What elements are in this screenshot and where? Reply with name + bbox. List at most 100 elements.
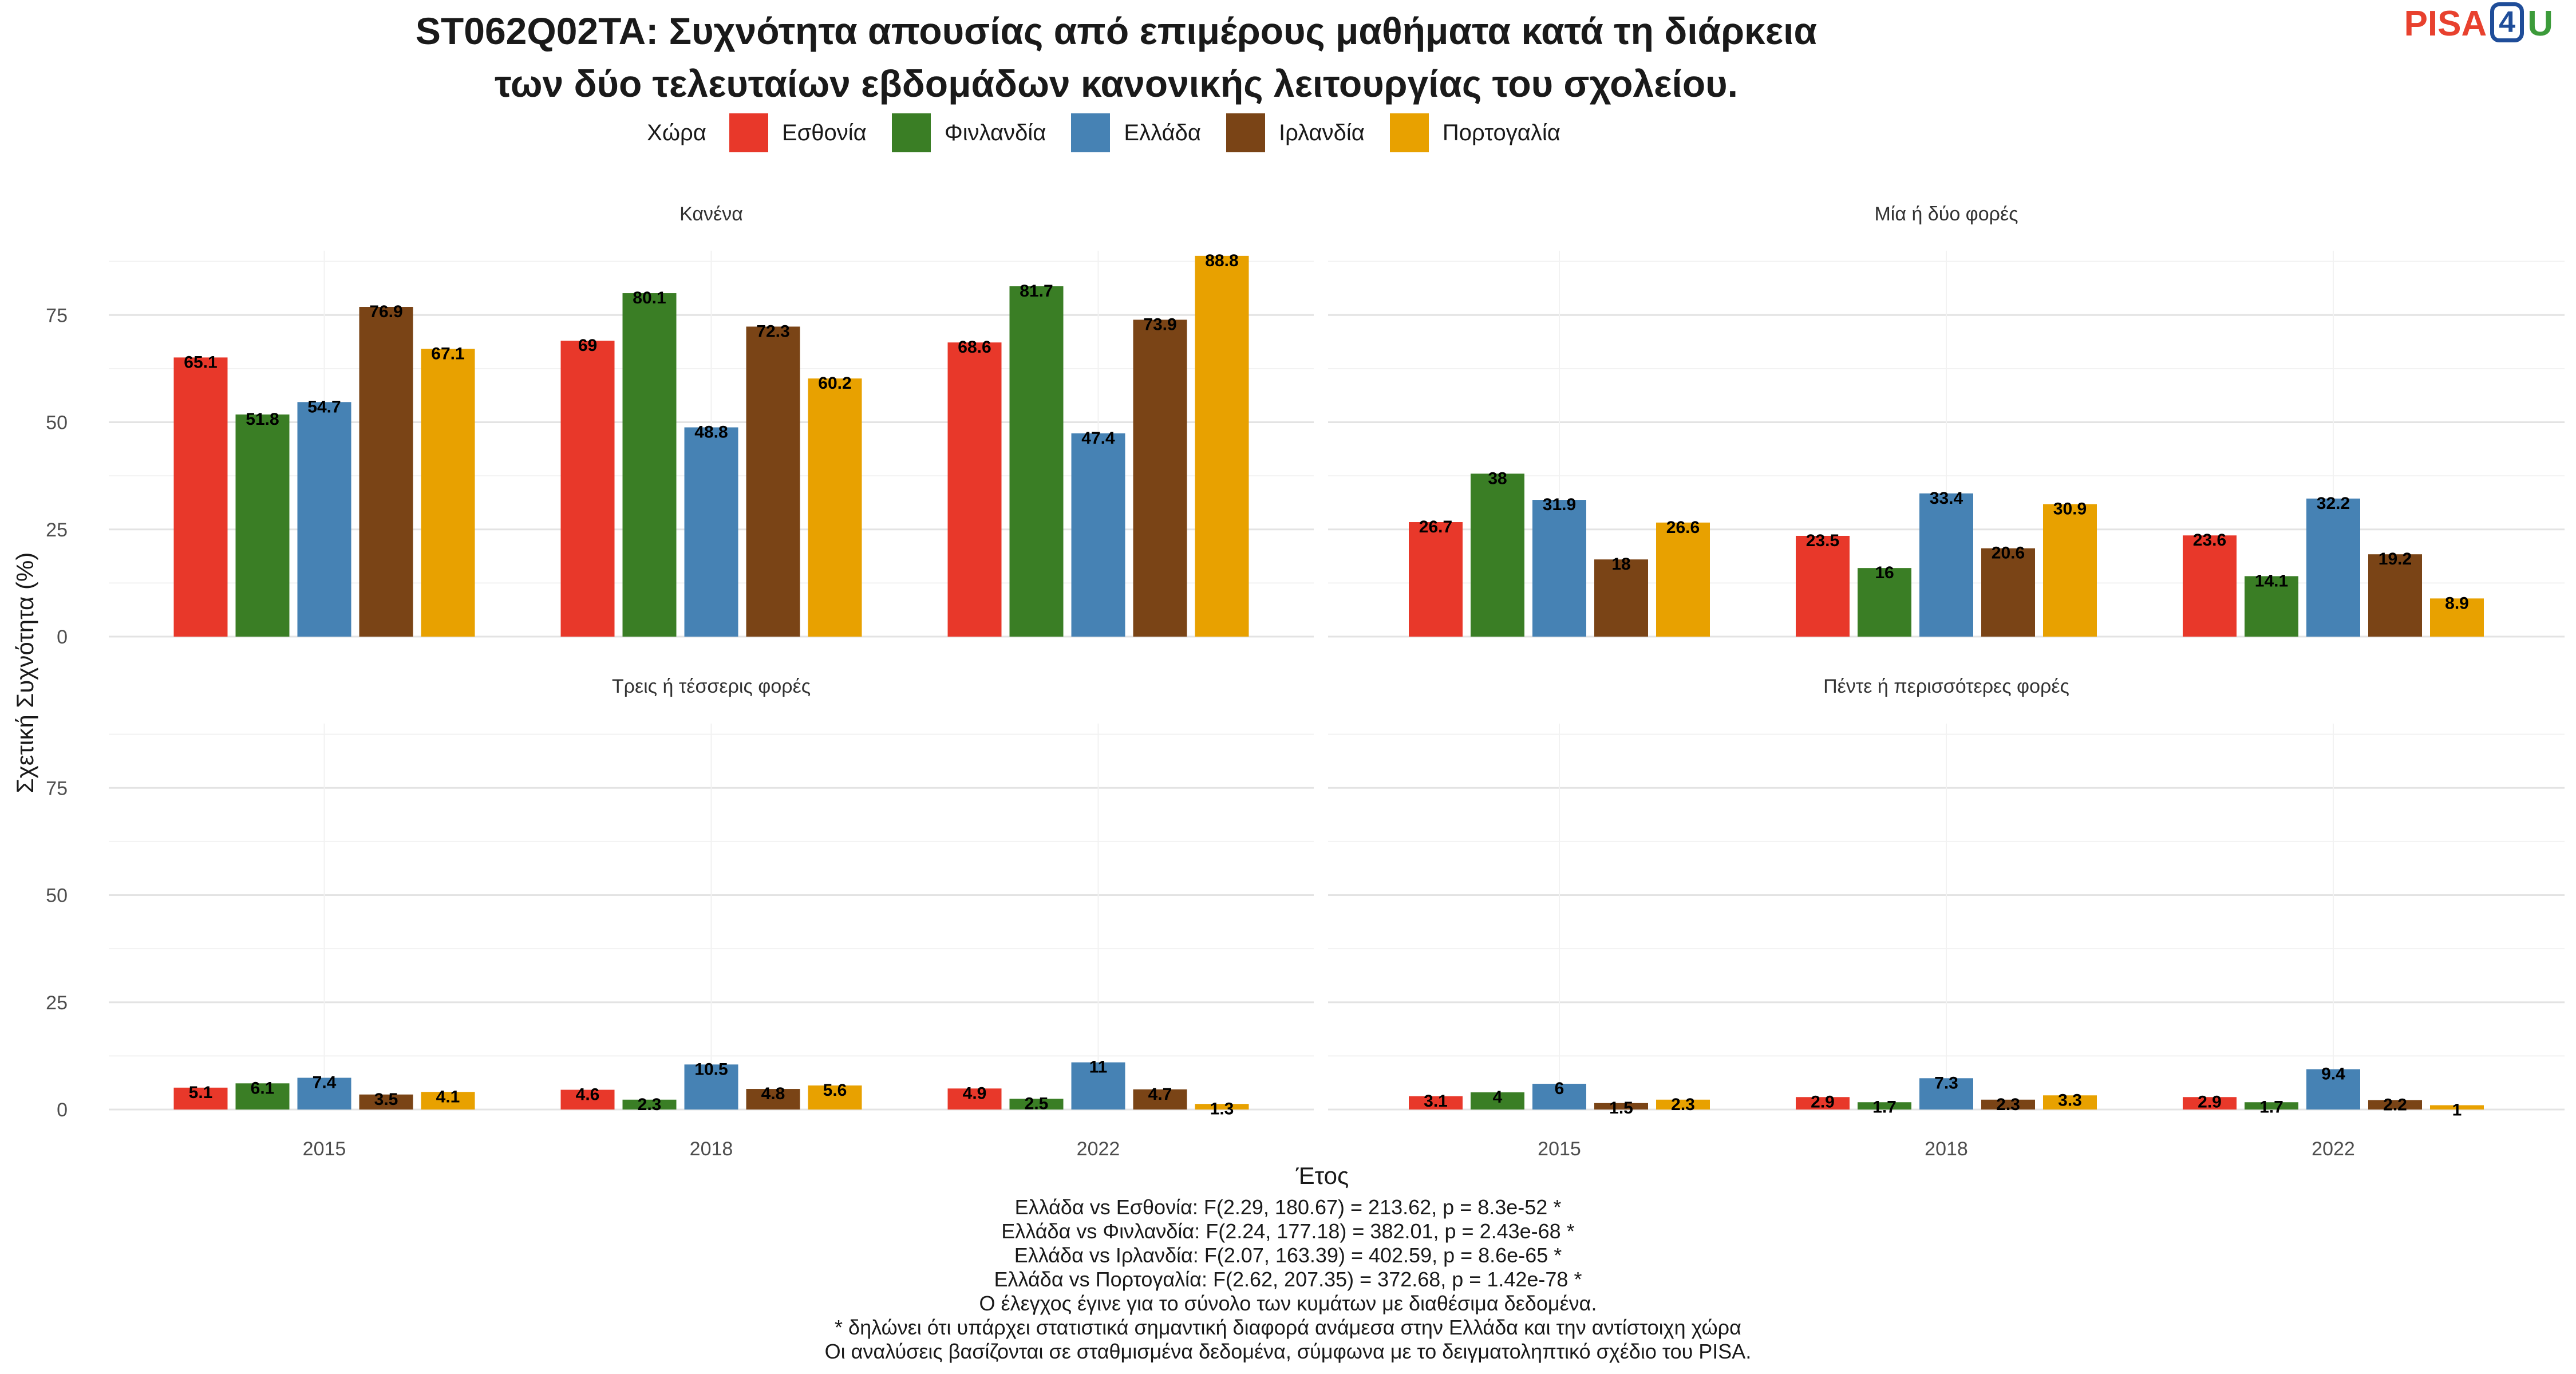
data-label: 5.1: [189, 1083, 213, 1102]
data-label: 4: [1493, 1088, 1503, 1107]
data-label: 2.3: [1996, 1095, 2020, 1114]
bar: [2245, 576, 2298, 637]
bar: [808, 378, 862, 637]
data-label: 4.6: [576, 1085, 600, 1104]
data-label: 3.3: [2058, 1091, 2082, 1110]
legend-label: Εσθονία: [781, 120, 867, 145]
bar: [622, 293, 677, 637]
data-label: 68.6: [958, 338, 991, 357]
bar: [1133, 319, 1187, 637]
data-label: 26.7: [1419, 518, 1452, 536]
chart-title-line-2: των δύο τελευταίων εβδομάδων κανονικής λ…: [495, 62, 1738, 105]
facet-title: Τρεις ή τέσσερις φορές: [612, 676, 811, 697]
data-label: 8.9: [2445, 594, 2469, 613]
bar: [173, 357, 228, 637]
data-label: 2.9: [1811, 1092, 1835, 1111]
data-label: 1.7: [2259, 1097, 2283, 1116]
data-label: 6.1: [251, 1079, 275, 1097]
bar: [1594, 1103, 1648, 1110]
bar: [560, 1089, 615, 1110]
legend-swatch: [1389, 113, 1429, 152]
legend-label: Πορτογαλία: [1442, 120, 1560, 145]
data-label: 6: [1555, 1079, 1564, 1098]
legend-item: Πορτογαλία: [1389, 113, 1560, 152]
x-axis-title: Έτος: [1295, 1162, 1349, 1189]
y-tick-label: 50: [46, 885, 68, 907]
bar: [2430, 598, 2484, 637]
legend-swatch: [1226, 113, 1266, 152]
footnote-line: * δηλώνει ότι υπάρχει στατιστικά σημαντι…: [835, 1316, 1741, 1339]
facet-title: Μία ή δύο φορές: [1874, 203, 2018, 225]
footnotes: Ελλάδα vs Εσθονία: F(2.29, 180.67) = 213…: [0, 1195, 2576, 1364]
bar: [1919, 493, 1973, 637]
data-label: 60.2: [818, 374, 851, 393]
data-label: 3.1: [1424, 1092, 1448, 1111]
x-tick-label: 2018: [1925, 1138, 1968, 1160]
bar: [1919, 1078, 1973, 1110]
data-label: 5.6: [823, 1081, 847, 1100]
bar: [1532, 1084, 1586, 1110]
legend-title: Χώρα: [647, 120, 706, 145]
x-tick-label: 2018: [690, 1138, 733, 1160]
data-label: 7.3: [1934, 1073, 1958, 1092]
data-label: 76.9: [369, 302, 402, 321]
bar: [2043, 1095, 2097, 1110]
data-label: 1: [2452, 1101, 2462, 1120]
data-label: 73.9: [1143, 315, 1176, 334]
bar: [1594, 559, 1648, 637]
data-label: 1.5: [1609, 1099, 1633, 1118]
bar: [1471, 473, 1524, 637]
bar: [235, 1083, 290, 1110]
bar: [173, 1087, 228, 1110]
data-label: 31.9: [1543, 495, 1576, 514]
legend-label: Ιρλανδία: [1279, 120, 1365, 145]
bar: [359, 307, 413, 637]
data-label: 23.5: [1806, 531, 1839, 550]
data-label: 16: [1875, 563, 1894, 582]
legend-swatch: [729, 113, 768, 152]
facet-title: Κανένα: [679, 203, 743, 225]
data-label: 47.4: [1081, 429, 1115, 448]
data-label: 33.4: [1930, 489, 1963, 508]
bar: [684, 1064, 738, 1110]
data-label: 51.8: [246, 410, 279, 429]
data-label: 14.1: [2255, 571, 2288, 590]
data-label: 2.5: [1025, 1094, 1049, 1113]
bar: [2306, 498, 2360, 637]
bar: [2430, 1105, 2484, 1110]
bar: [1981, 1099, 2035, 1110]
data-label: 81.7: [1020, 282, 1053, 301]
footnote-line: Ελλάδα vs Πορτογαλία: F(2.62, 207.35) = …: [994, 1268, 1582, 1291]
bar: [622, 1099, 677, 1110]
data-label: 19.2: [2379, 550, 2412, 568]
pisa4u-logo: PISA 4 U: [2404, 1, 2553, 47]
y-tick-label: 0: [57, 1099, 68, 1121]
data-label: 72.3: [756, 322, 789, 341]
bar: [2306, 1069, 2360, 1110]
data-label: 67.1: [431, 344, 464, 363]
bar: [684, 427, 738, 637]
bar: [1071, 1062, 1125, 1110]
bar: [297, 402, 351, 637]
bar: [1409, 522, 1463, 637]
bar: [1133, 1089, 1187, 1110]
bar: [1656, 522, 1710, 637]
data-label: 69: [578, 336, 597, 355]
footnote-line: Ο έλεγχος έγινε για το σύνολο των κυμάτω…: [979, 1292, 1597, 1315]
data-label: 48.8: [694, 423, 728, 441]
bar: [1071, 433, 1125, 637]
data-label: 26.6: [1666, 518, 1700, 537]
legend-label: Φινλανδία: [944, 120, 1046, 145]
bar: [235, 414, 290, 637]
bar: [1796, 1097, 1850, 1110]
data-label: 9.4: [2321, 1065, 2345, 1084]
bar: [421, 349, 475, 637]
data-label: 4.9: [963, 1084, 987, 1103]
y-axis-title: Σχετική Συχνότητα (%): [11, 552, 38, 793]
bar: [746, 326, 800, 637]
bar: [1009, 286, 1064, 637]
bar: [1532, 500, 1586, 637]
legend-swatch: [1071, 113, 1111, 152]
x-tick-label: 2015: [1538, 1138, 1581, 1160]
